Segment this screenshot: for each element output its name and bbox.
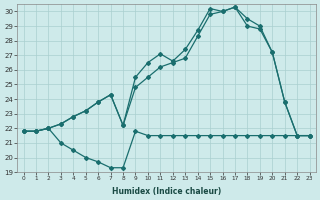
X-axis label: Humidex (Indice chaleur): Humidex (Indice chaleur)	[112, 187, 221, 196]
